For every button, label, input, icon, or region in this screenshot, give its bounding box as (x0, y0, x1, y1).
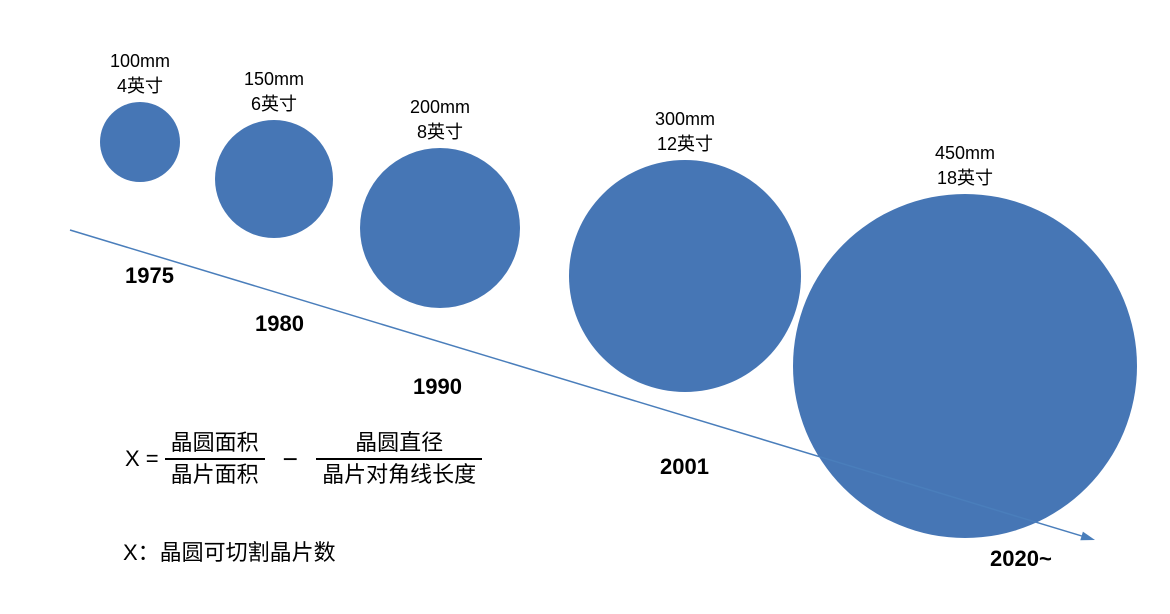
wafer-inch-4: 18英寸 (905, 164, 1025, 190)
wafer-year-0: 1975 (125, 263, 174, 289)
formula-legend: X：晶圆可切割晶片数 (123, 535, 336, 567)
wafer-inch-3: 12英寸 (625, 130, 745, 156)
wafer-label-4: 450mm18英寸 (905, 143, 1025, 190)
wafer-label-3: 300mm12英寸 (625, 109, 745, 156)
formula-minus: − (283, 444, 298, 475)
formula-frac2-num: 晶圆直径 (349, 430, 449, 458)
formula-frac2-den: 晶片对角线长度 (316, 458, 482, 488)
wafer-label-0: 100mm4英寸 (80, 51, 200, 98)
formula-frac1-num: 晶圆面积 (165, 430, 265, 458)
wafer-year-2: 1990 (413, 374, 462, 400)
wafer-inch-0: 4英寸 (80, 72, 200, 98)
wafer-year-4: 2020~ (990, 546, 1052, 572)
wafer-year-1: 1980 (255, 311, 304, 337)
wafer-size-diagram: 100mm4英寸 1975 150mm6英寸 1980 200mm8英寸 1990 300m… (0, 0, 1170, 614)
formula-frac1: 晶圆面积晶片面积 (165, 430, 265, 489)
wafer-label-1: 150mm6英寸 (214, 69, 334, 116)
wafer-circle-2 (360, 148, 520, 308)
wafer-circle-4 (793, 194, 1137, 538)
wafer-mm-0: 100mm (80, 51, 200, 72)
formula-lhs: X = (125, 446, 159, 472)
wafer-mm-3: 300mm (625, 109, 745, 130)
wafer-circle-3 (569, 160, 801, 392)
formula-frac1-den: 晶片面积 (165, 458, 265, 488)
wafer-year-3: 2001 (660, 454, 709, 480)
wafer-circle-1 (215, 120, 333, 238)
wafer-mm-4: 450mm (905, 143, 1025, 164)
wafer-mm-1: 150mm (214, 69, 334, 90)
formula-frac2: 晶圆直径晶片对角线长度 (316, 430, 482, 489)
wafer-inch-2: 8英寸 (380, 118, 500, 144)
formula: X =晶圆面积晶片面积−晶圆直径晶片对角线长度 (125, 430, 482, 489)
wafer-label-2: 200mm8英寸 (380, 97, 500, 144)
wafer-circle-0 (100, 102, 180, 182)
wafer-mm-2: 200mm (380, 97, 500, 118)
wafer-inch-1: 6英寸 (214, 90, 334, 116)
